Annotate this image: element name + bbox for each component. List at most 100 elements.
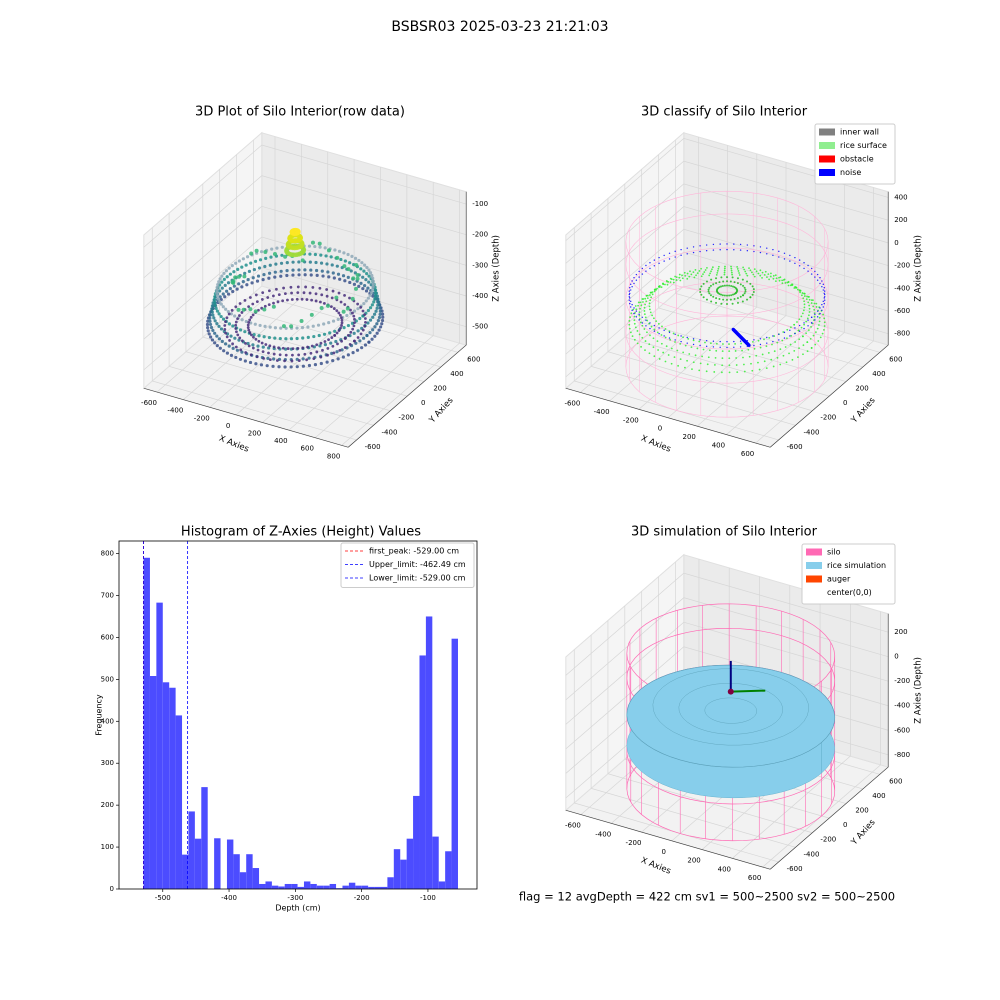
point [260,341,264,345]
point [798,259,801,261]
point [730,294,733,297]
point [343,303,347,306]
point [360,346,364,350]
point [823,325,826,327]
point [323,340,327,343]
point [644,316,647,319]
point [267,271,272,275]
point [335,255,340,260]
point [766,336,768,339]
point [297,273,301,277]
point [742,266,745,269]
point [254,248,259,253]
point [786,328,789,331]
point [739,243,742,246]
point [234,327,238,330]
point [297,237,303,242]
z-axis-label: Z Axies (Depth) [914,235,924,302]
point [362,269,366,273]
point [371,282,375,286]
point [794,262,796,265]
point [794,341,797,343]
point [723,271,726,274]
point [783,331,786,334]
point [310,240,315,245]
z-tick-label: -800 [894,751,910,759]
point [766,276,768,279]
bar [361,885,369,889]
point [736,282,739,285]
point [772,274,775,277]
point [753,275,756,278]
point [799,291,801,294]
point [329,341,333,345]
point [767,352,770,354]
point [632,308,635,311]
point [822,313,825,316]
point [704,269,707,271]
point [236,333,240,337]
point [230,264,234,268]
point [823,287,825,289]
point [296,285,300,289]
point [818,320,821,323]
point [268,344,272,348]
point [371,276,375,280]
point [234,323,238,327]
point [371,294,375,298]
bar [252,868,260,889]
z-tick-label: -200 [894,677,910,685]
point [686,247,688,249]
point [237,282,241,286]
point [229,334,233,338]
point [798,338,801,341]
point [818,324,820,326]
x-tick-label: -600 [141,399,157,407]
bar [303,881,311,889]
point [715,282,718,285]
x-tick-label: -600 [564,399,580,407]
point [218,299,222,304]
point [761,276,763,279]
point [381,315,385,319]
point [692,338,695,340]
x-tick-label: -400 [594,408,610,416]
point [361,309,365,313]
point [319,305,324,310]
point [733,249,735,251]
point [823,317,826,320]
figure-title: BSBSR03 2025-03-23 21:21:03 [391,19,608,35]
point [353,256,358,260]
point [255,300,259,304]
grid-line [607,620,813,834]
point [776,356,779,359]
point [227,322,232,326]
point [798,330,801,332]
point [724,265,726,268]
point [675,276,678,279]
grid-line [143,236,467,340]
point [257,339,261,343]
point [307,356,311,360]
point [325,294,329,298]
point [725,294,728,297]
grid-line [143,205,467,309]
point [821,332,824,335]
point [789,260,791,262]
point [348,280,352,285]
point [776,341,779,344]
point [708,349,711,352]
point [360,261,364,265]
point [368,293,372,297]
point [291,273,295,277]
point [318,300,322,304]
point [264,256,268,260]
point [779,276,782,279]
point [736,297,739,300]
point [649,262,651,264]
point [663,254,665,257]
point [221,305,225,309]
point [694,269,697,271]
point [720,276,723,279]
bar [271,885,279,889]
